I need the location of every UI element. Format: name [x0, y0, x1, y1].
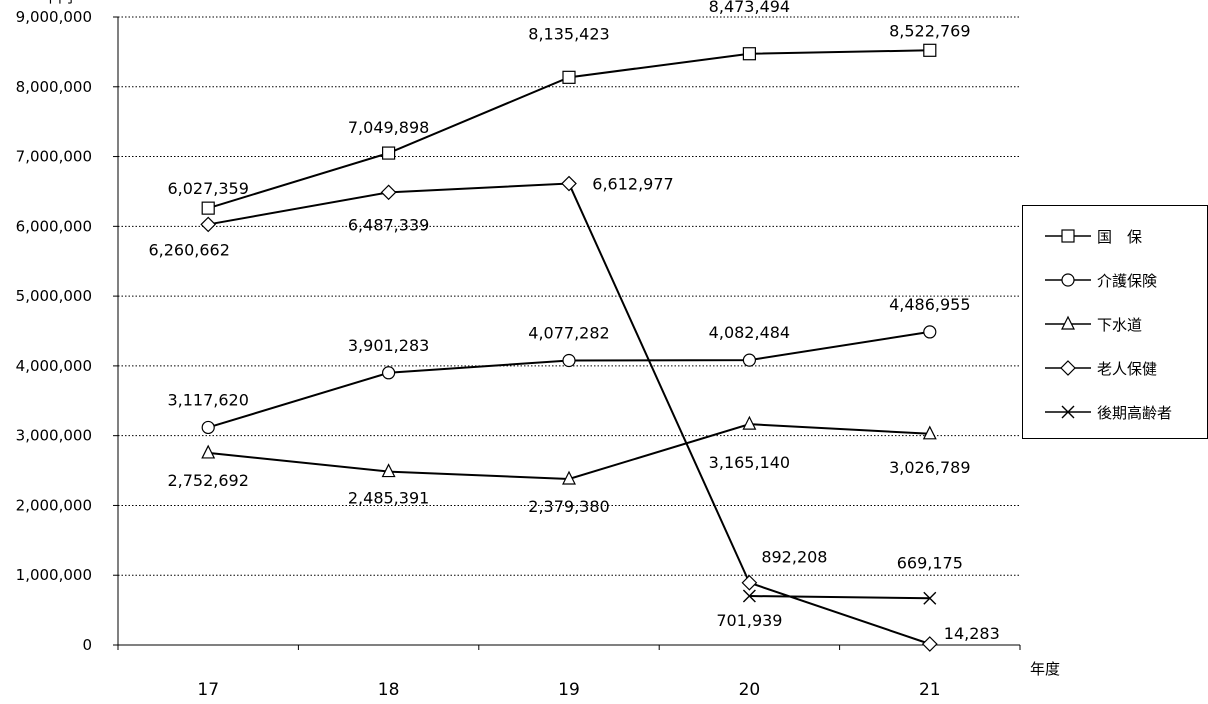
- data-label: 7,049,898: [348, 118, 429, 137]
- y-tick-label: 8,000,000: [16, 78, 92, 96]
- legend-label: 国 保: [1097, 228, 1142, 246]
- data-label: 8,473,494: [709, 0, 790, 16]
- data-point: [742, 353, 757, 367]
- x-tick-label: 21: [919, 680, 941, 699]
- data-point: [741, 574, 758, 591]
- data-labels: 6,027,359 7,049,898 8,135,423 8,473,494 8,52…: [148, 0, 999, 643]
- series-line: [207, 330, 930, 429]
- data-label: 3,165,140: [709, 453, 790, 472]
- data-label: 4,077,282: [528, 323, 609, 342]
- data-label: 2,752,692: [167, 471, 248, 490]
- x-tick-label: 20: [739, 680, 761, 699]
- data-label: 6,612,977: [592, 175, 673, 194]
- x-tick-label: 19: [558, 680, 580, 699]
- legend-marker: [1060, 360, 1076, 376]
- data-label: 4,082,484: [709, 323, 790, 342]
- data-label: 8,522,769: [889, 21, 970, 40]
- data-label: 8,135,423: [528, 24, 609, 43]
- data-label: 14,283: [944, 624, 1000, 643]
- data-point: [561, 175, 577, 192]
- data-point: [742, 589, 756, 603]
- data-label: 6,027,359: [167, 179, 248, 198]
- data-point: [201, 444, 216, 459]
- data-point: [742, 415, 757, 430]
- data-point: [200, 216, 217, 233]
- data-label: 892,208: [761, 548, 827, 567]
- legend-marker: [1061, 273, 1075, 287]
- data-label: 3,117,620: [167, 390, 248, 409]
- series-line: [749, 595, 930, 600]
- legend-marker: [1061, 229, 1075, 243]
- data-label: 701,939: [716, 611, 782, 630]
- y-tick-label: 2,000,000: [16, 496, 92, 514]
- data-point: [923, 591, 937, 605]
- data-point: [921, 636, 938, 652]
- data-label: 6,487,339: [348, 215, 429, 234]
- y-tick-label: 6,000,000: [16, 217, 92, 235]
- data-label: 669,175: [897, 553, 963, 572]
- y-axis-title: 千円: [43, 0, 73, 6]
- data-point: [381, 463, 396, 478]
- data-label: 3,026,789: [889, 458, 970, 477]
- data-label: 2,379,380: [528, 497, 609, 516]
- data-point: [201, 201, 215, 215]
- data-point: [562, 470, 576, 485]
- data-point: [923, 325, 937, 339]
- data-point: [382, 366, 396, 380]
- data-point: [742, 47, 757, 61]
- y-tick-label: 3,000,000: [16, 427, 92, 445]
- data-point: [923, 43, 937, 57]
- y-tick-label: 9,000,000: [16, 8, 92, 26]
- data-label: 2,485,391: [348, 489, 429, 508]
- x-axis-title: 年度: [1030, 660, 1060, 678]
- data-label: 3,901,283: [348, 336, 429, 355]
- data-point: [201, 420, 215, 435]
- grid: [118, 16, 1020, 576]
- legend-marker: [1061, 315, 1075, 330]
- data-point: [562, 70, 576, 84]
- x-tick-label: 18: [378, 680, 400, 699]
- y-tick-label: 0: [82, 636, 92, 654]
- legend-label: 老人保健: [1097, 360, 1157, 378]
- data-label: 6,260,662: [148, 240, 229, 259]
- y-tick-label: 4,000,000: [16, 357, 92, 375]
- data-point: [562, 353, 576, 368]
- legend-marker: [1061, 405, 1075, 419]
- y-tick-label: 7,000,000: [16, 148, 92, 166]
- data-point: [922, 425, 937, 440]
- x-tick-label: 17: [197, 680, 219, 699]
- legend: 国 保介護保険下水道老人保健後期高齢者: [1022, 205, 1208, 439]
- data-point: [382, 146, 396, 160]
- legend-label: 下水道: [1097, 316, 1142, 334]
- legend-label: 後期高齢者: [1097, 404, 1172, 422]
- legend-label: 介護保険: [1097, 272, 1157, 290]
- data-label: 4,486,955: [889, 295, 970, 314]
- series: [200, 43, 938, 652]
- data-point: [380, 184, 397, 201]
- y-tick-label: 1,000,000: [16, 566, 92, 584]
- y-tick-label: 5,000,000: [16, 287, 92, 305]
- axes: 0 1,000,000 2,000,000 3,000,000 4,000,000 5,0…: [16, 8, 1021, 700]
